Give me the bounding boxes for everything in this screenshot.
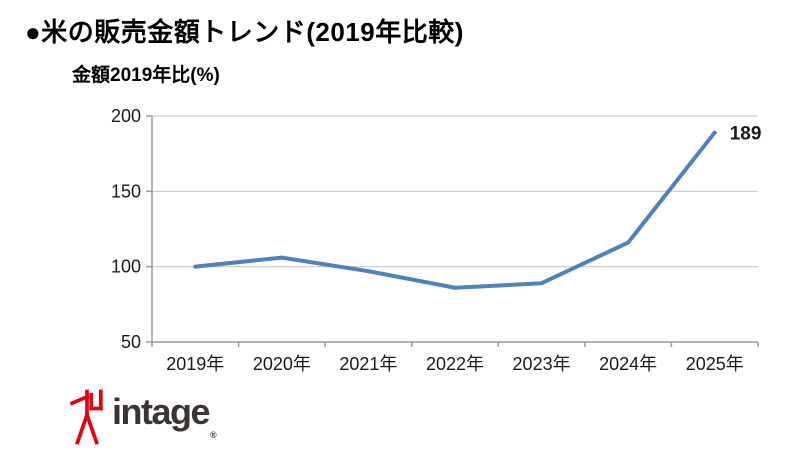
intage-seal-mark-icon [70,389,103,445]
x-tick-label: 2023年 [513,354,571,374]
logo-wordmark: intage [112,391,211,432]
x-tick-label: 2024年 [599,354,657,374]
axes [151,116,758,343]
registered-trademark: ® [210,430,217,440]
last-value-label: 189 [730,124,762,145]
page-title: ●米の販売金額トレンド(2019年比較) [25,17,464,47]
gridlines [152,115,758,268]
series-line [193,130,717,290]
y-tick-label: 200 [111,106,141,126]
y-tick-label: 50 [121,332,141,352]
intage-logo: intage® [70,388,217,446]
x-tick-label: 2022年 [426,354,484,374]
series-polyline [193,130,717,290]
x-tick-label: 2020年 [253,354,311,374]
x-tick-labels: 2019年 2020年 2021年 2022年 2023年 2024年 2025年 [166,354,743,374]
y-tick-label: 100 [111,257,141,277]
x-tick-label: 2025年 [686,354,744,374]
axis-ticks [146,115,759,347]
x-tick-label: 2021年 [339,354,397,374]
chart-title: 金額2019年比(%) [72,65,220,86]
y-tick-label: 150 [111,181,141,201]
value-label: 189 [730,124,762,145]
logo-text: intage® [112,391,217,440]
x-tick-label: 2019年 [166,354,224,374]
y-tick-labels: 50 100 150 200 [111,106,141,352]
